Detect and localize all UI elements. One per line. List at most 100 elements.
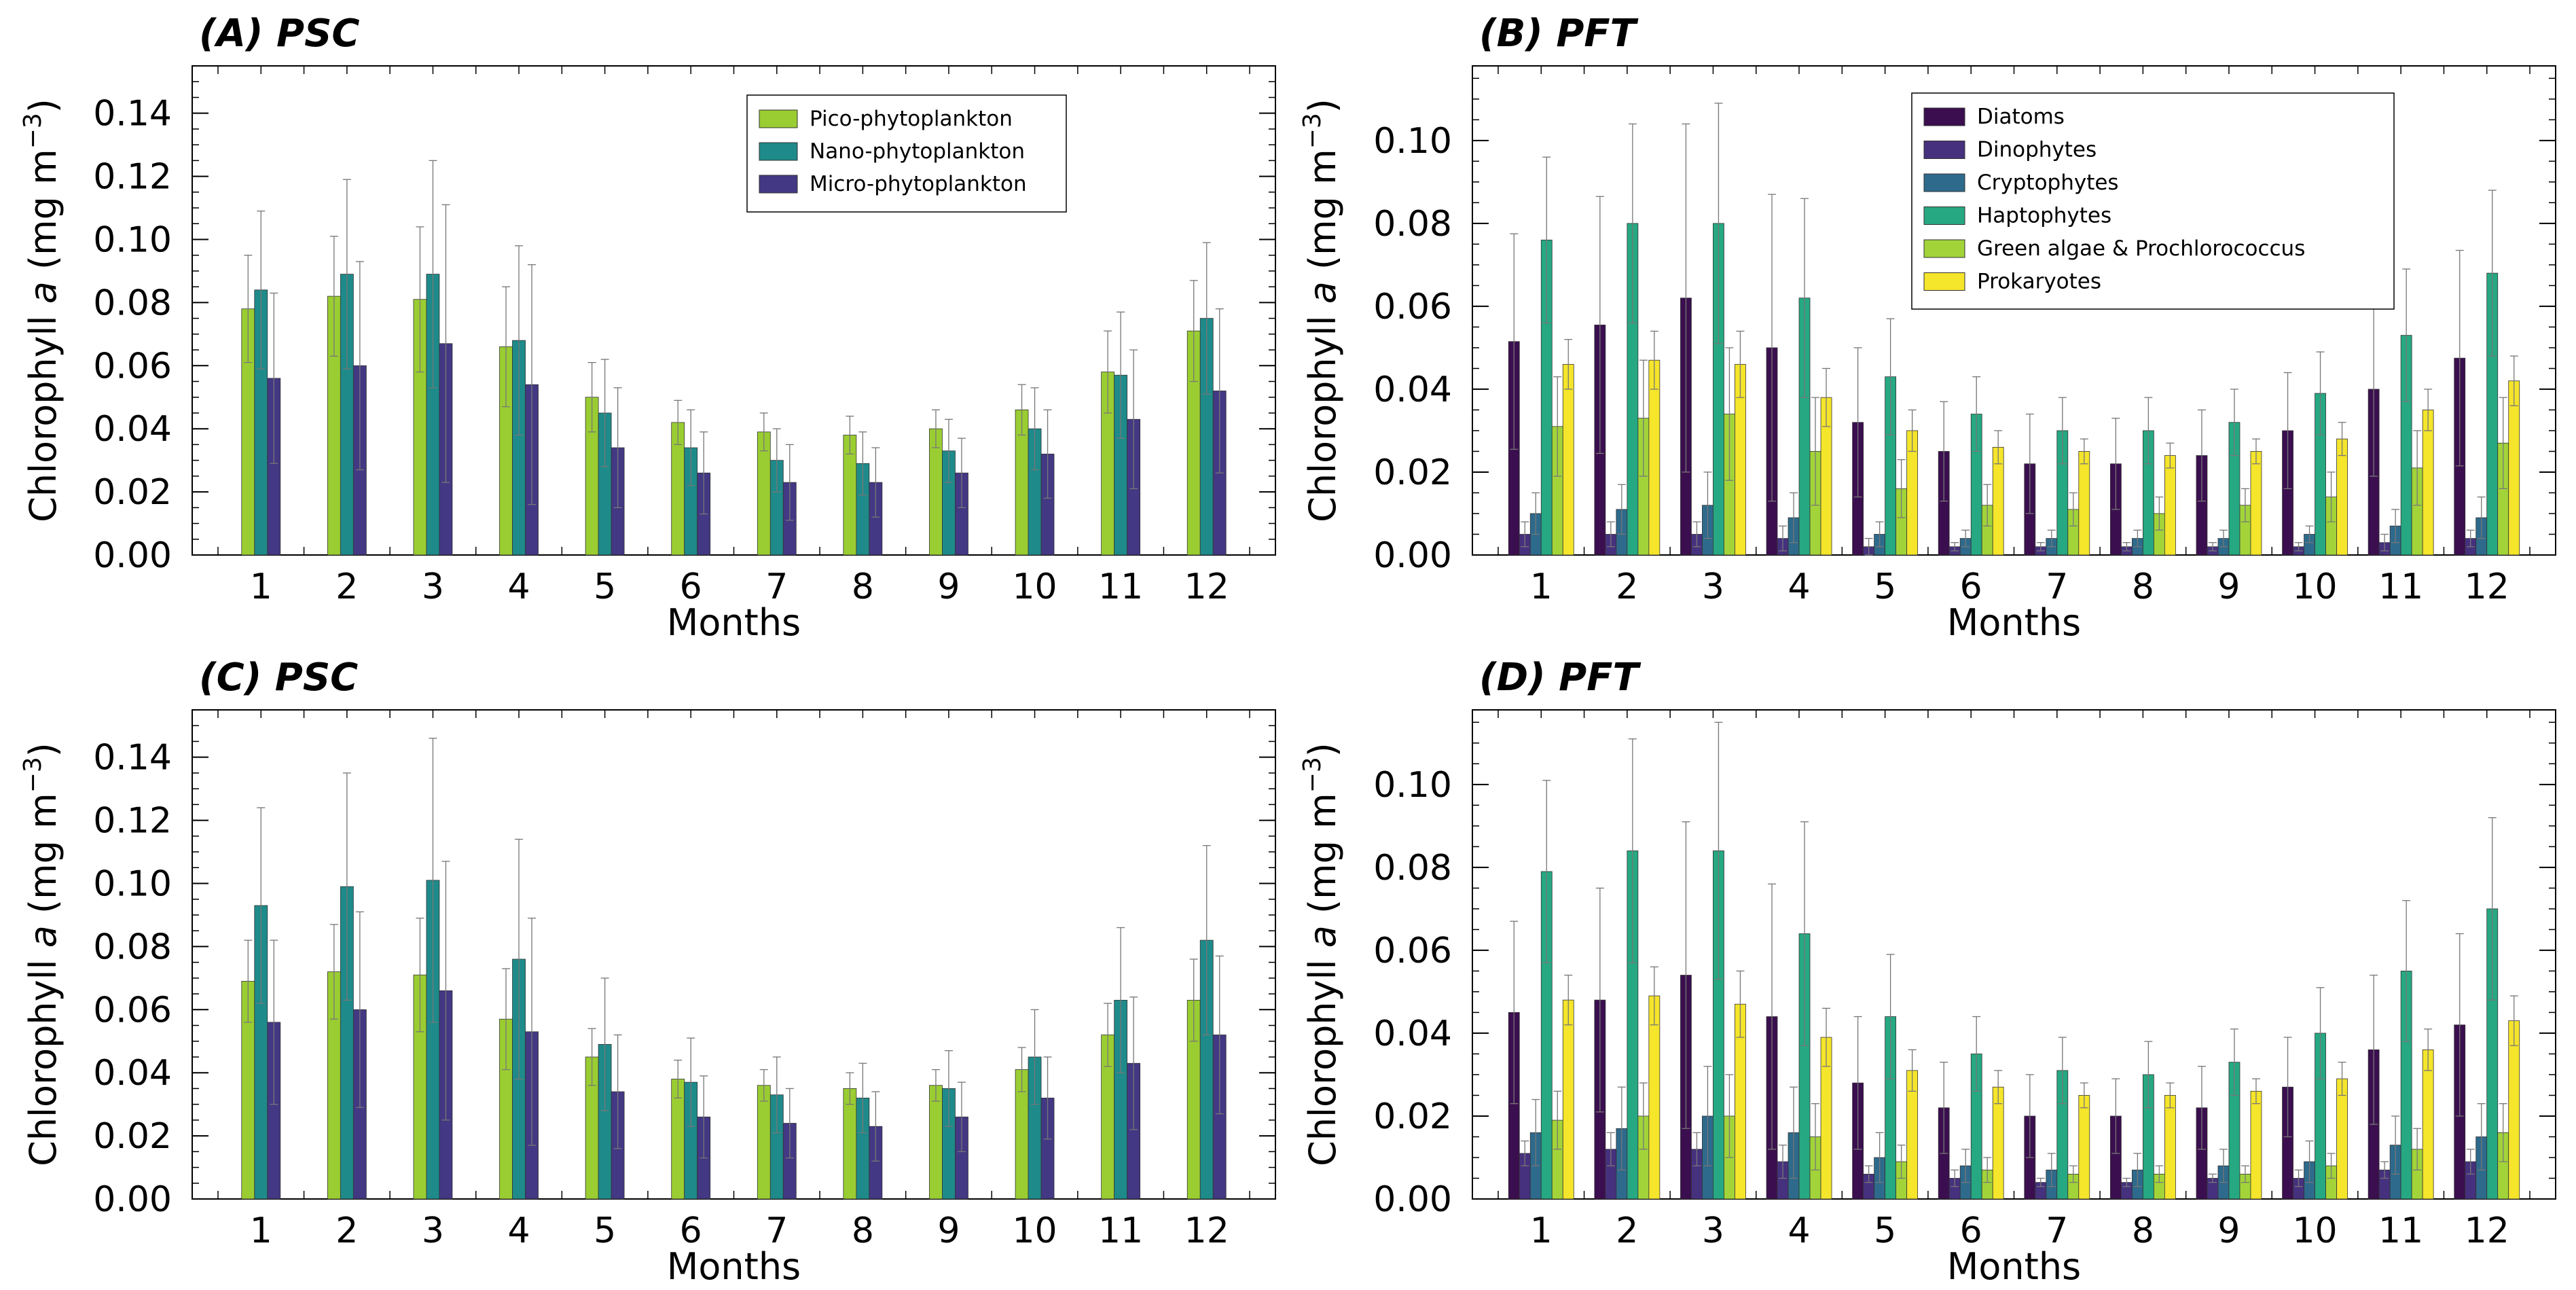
legend-label: Diatoms	[1977, 105, 2065, 129]
x-tick-label: 1	[1530, 567, 1553, 607]
y-tick-label: 0.08	[93, 283, 172, 323]
x-tick-label: 11	[1098, 1211, 1143, 1251]
legend-swatch	[1924, 108, 1965, 126]
x-tick-label: 8	[2132, 567, 2154, 607]
bar	[2509, 1021, 2520, 1199]
y-tick-label: 0.06	[1373, 931, 1452, 971]
x-tick-label: 5	[594, 1211, 616, 1251]
bar	[2337, 1079, 2348, 1199]
x-tick-label: 9	[937, 1211, 960, 1251]
x-tick-label: 4	[507, 1211, 530, 1251]
y-axis-title-sup: −3	[19, 757, 47, 793]
series-pico-phytoplankton	[242, 918, 1200, 1199]
x-tick-label: 3	[1702, 567, 1724, 607]
x-tick-label: 4	[507, 567, 530, 607]
y-axis-title-unit: (mg m	[1301, 793, 1344, 925]
panel-B: (B) PFT0.000.020.040.060.080.101 2 3 4 5 6 7 8 9…	[1299, 12, 2556, 644]
legend-swatch	[759, 110, 797, 128]
x-axis-title: Months	[1947, 601, 2081, 644]
x-axis-title: Months	[667, 1245, 801, 1288]
y-axis-title: Chlorophyll a (mg m−3)	[19, 742, 65, 1166]
y-tick-label: 0.00	[93, 535, 172, 576]
x-tick-label: 10	[1012, 1211, 1057, 1251]
legend-label: Green algae & Prochlorococcus	[1977, 236, 2305, 261]
x-tick-label: 2	[335, 567, 358, 607]
series-micro-phytoplankton	[268, 861, 1226, 1199]
y-tick-label: 0.08	[1373, 848, 1452, 889]
legend: Pico-phytoplankton Nano-phytoplankton Micr…	[747, 95, 1066, 212]
legend-label: Nano-phytoplankton	[810, 139, 1025, 164]
legend-swatch	[1924, 141, 1965, 159]
y-tick-label: 0.00	[93, 1179, 172, 1220]
y-tick-label: 0.06	[93, 346, 172, 387]
x-tick-label: 9	[937, 567, 960, 607]
x-tick-label: 1	[1530, 1211, 1553, 1251]
series-pico-phytoplankton	[242, 227, 1200, 555]
y-tick-label: 0.10	[1373, 765, 1452, 806]
y-axis-title: Chlorophyll a (mg m−3)	[1299, 98, 1344, 522]
bar	[2423, 410, 2433, 555]
y-tick-label: 0.08	[93, 927, 172, 967]
y-tick-label: 0.12	[93, 801, 172, 842]
legend-swatch	[1924, 207, 1965, 225]
x-axis-title: Months	[1947, 1245, 2081, 1288]
series-micro-phytoplankton	[268, 204, 1226, 555]
x-tick-label: 12	[2465, 567, 2509, 607]
y-axis-title-close: )	[22, 98, 65, 113]
legend-label: Prokaryotes	[1977, 270, 2101, 294]
x-tick-label: 12	[1184, 567, 1229, 607]
panel-D: (D) PFT0.000.020.040.060.080.101 2 3 4 5 6 7 8 9…	[1299, 656, 2556, 1288]
legend-label: Pico-phytoplankton	[810, 107, 1013, 131]
y-axis-title-close: )	[1301, 98, 1344, 113]
x-tick-label: 11	[1098, 567, 1143, 607]
bar	[1563, 364, 1574, 555]
y-axis-title-unit: (mg m	[22, 149, 65, 281]
y-tick-label: 0.10	[93, 219, 172, 260]
y-axis-title-italic: a	[1301, 281, 1344, 304]
x-tick-label: 12	[2465, 1211, 2509, 1251]
legend-label: Micro-phytoplankton	[810, 172, 1027, 196]
y-tick-label: 0.04	[93, 1053, 172, 1094]
bar	[2509, 381, 2520, 555]
x-tick-label: 5	[1874, 1211, 1896, 1251]
y-axis-title-sup: −3	[1299, 113, 1326, 149]
x-tick-label: 12	[1184, 1211, 1229, 1251]
panel-title: (C) PSC	[199, 656, 358, 700]
x-tick-label: 11	[2378, 567, 2423, 607]
x-tick-label: 5	[594, 567, 616, 607]
y-axis-title-main: Chlorophyll	[1301, 948, 1344, 1166]
legend-label: Dinophytes	[1977, 138, 2097, 162]
x-tick-label: 11	[2378, 1211, 2423, 1251]
y-axis-title-main: Chlorophyll	[22, 304, 65, 522]
panel-C: (C) PSC0.000.020.040.060.080.100.120.141…	[19, 656, 1275, 1288]
y-axis-title-close: )	[22, 742, 65, 757]
y-tick-label: 0.10	[93, 863, 172, 904]
y-tick-label: 0.10	[1373, 121, 1452, 162]
bar	[2079, 451, 2090, 555]
y-axis-title-unit: (mg m	[22, 793, 65, 925]
bar	[2164, 1095, 2175, 1199]
x-tick-label: 10	[2292, 567, 2337, 607]
y-tick-label: 0.06	[93, 990, 172, 1031]
y-tick-label: 0.00	[1373, 1179, 1452, 1220]
y-tick-label: 0.04	[1373, 370, 1452, 410]
y-axis-title-sup: −3	[1299, 757, 1326, 793]
y-tick-label: 0.02	[93, 1116, 172, 1157]
legend-swatch	[759, 175, 797, 193]
legend-swatch	[1924, 273, 1965, 291]
y-axis-title-close: )	[1301, 742, 1344, 757]
figure: (A) PSC 0.00 0.02 0.04 0.06 0.08 0.10 0.12 0.14 1…	[0, 0, 2576, 1290]
bar	[2079, 1095, 2090, 1199]
legend-label: Cryptophytes	[1977, 171, 2119, 195]
y-tick-label: 0.14	[93, 94, 172, 135]
panel-title: (A) PSC	[199, 12, 360, 56]
x-tick-label: 9	[2217, 1211, 2240, 1251]
x-tick-label: 8	[2132, 1211, 2154, 1251]
y-tick-label: 0.06	[1373, 287, 1452, 327]
y-axis-title: Chlorophyll a (mg m−3)	[19, 98, 65, 522]
x-tick-label: 3	[1702, 1211, 1724, 1251]
x-tick-label: 2	[1616, 1211, 1638, 1251]
y-axis-title-italic: a	[1301, 925, 1344, 948]
bar	[2164, 456, 2175, 555]
y-tick-label: 0.04	[1373, 1014, 1452, 1054]
